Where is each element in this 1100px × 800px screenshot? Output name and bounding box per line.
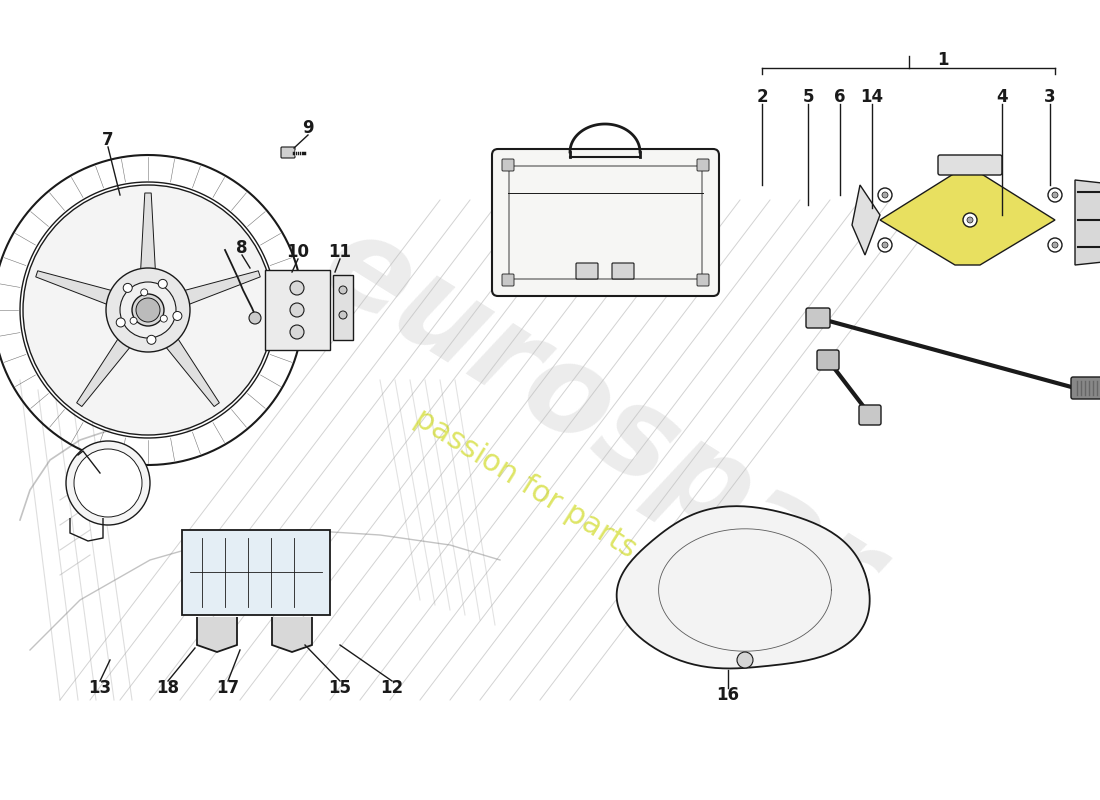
Circle shape [136,298,160,322]
Text: eurospar: eurospar [300,202,900,638]
Polygon shape [77,328,138,406]
Text: 17: 17 [217,679,240,697]
FancyBboxPatch shape [697,159,710,171]
Circle shape [878,238,892,252]
FancyBboxPatch shape [859,405,881,425]
FancyBboxPatch shape [502,274,514,286]
Circle shape [878,188,892,202]
FancyBboxPatch shape [817,350,839,370]
Circle shape [123,283,132,292]
Circle shape [1048,188,1062,202]
Polygon shape [1075,180,1100,265]
Text: 8: 8 [236,239,248,257]
FancyBboxPatch shape [182,530,330,615]
Circle shape [74,449,142,517]
Circle shape [290,303,304,317]
Text: 3: 3 [1044,88,1056,106]
Text: 7: 7 [102,131,113,149]
Text: 9: 9 [302,119,313,137]
Text: 4: 4 [997,88,1008,106]
FancyBboxPatch shape [806,308,830,328]
Polygon shape [158,328,219,406]
Text: 16: 16 [716,686,739,704]
Text: 18: 18 [156,679,179,697]
Circle shape [1052,192,1058,198]
Circle shape [290,325,304,339]
Circle shape [117,318,125,327]
FancyBboxPatch shape [612,263,634,279]
Circle shape [158,279,167,288]
Text: passion for parts since 1975: passion for parts since 1975 [409,403,791,657]
Text: 5: 5 [802,88,814,106]
Circle shape [147,335,156,344]
Text: 1: 1 [937,51,948,69]
Circle shape [882,192,888,198]
Circle shape [161,315,167,322]
Circle shape [66,441,150,525]
Circle shape [141,289,147,296]
Circle shape [339,286,346,294]
FancyBboxPatch shape [576,263,598,279]
FancyBboxPatch shape [492,149,719,296]
Circle shape [130,318,138,324]
Polygon shape [852,185,880,255]
Text: 13: 13 [88,679,111,697]
Circle shape [1052,242,1058,248]
Circle shape [962,213,977,227]
Text: 6: 6 [834,88,846,106]
Polygon shape [272,617,312,652]
Circle shape [132,294,164,326]
Text: 14: 14 [860,88,883,106]
Circle shape [967,217,974,223]
Circle shape [737,652,754,668]
Text: 12: 12 [381,679,404,697]
Circle shape [173,311,182,321]
Text: 10: 10 [286,243,309,261]
FancyBboxPatch shape [265,270,330,350]
Text: 2: 2 [756,88,768,106]
Circle shape [882,242,888,248]
FancyBboxPatch shape [938,155,1002,175]
FancyBboxPatch shape [502,159,514,171]
FancyBboxPatch shape [697,274,710,286]
FancyBboxPatch shape [1071,377,1100,399]
Polygon shape [197,617,236,652]
Text: 11: 11 [329,243,352,261]
Circle shape [1048,238,1062,252]
Polygon shape [173,271,261,309]
Polygon shape [880,173,1055,265]
Circle shape [120,282,176,338]
Circle shape [23,185,273,435]
Circle shape [290,281,304,295]
Circle shape [249,312,261,324]
Polygon shape [140,193,156,282]
FancyBboxPatch shape [333,275,353,340]
Polygon shape [617,506,870,669]
Text: 15: 15 [329,679,352,697]
Circle shape [106,268,190,352]
FancyBboxPatch shape [280,147,295,158]
Polygon shape [35,271,124,309]
Circle shape [339,311,346,319]
